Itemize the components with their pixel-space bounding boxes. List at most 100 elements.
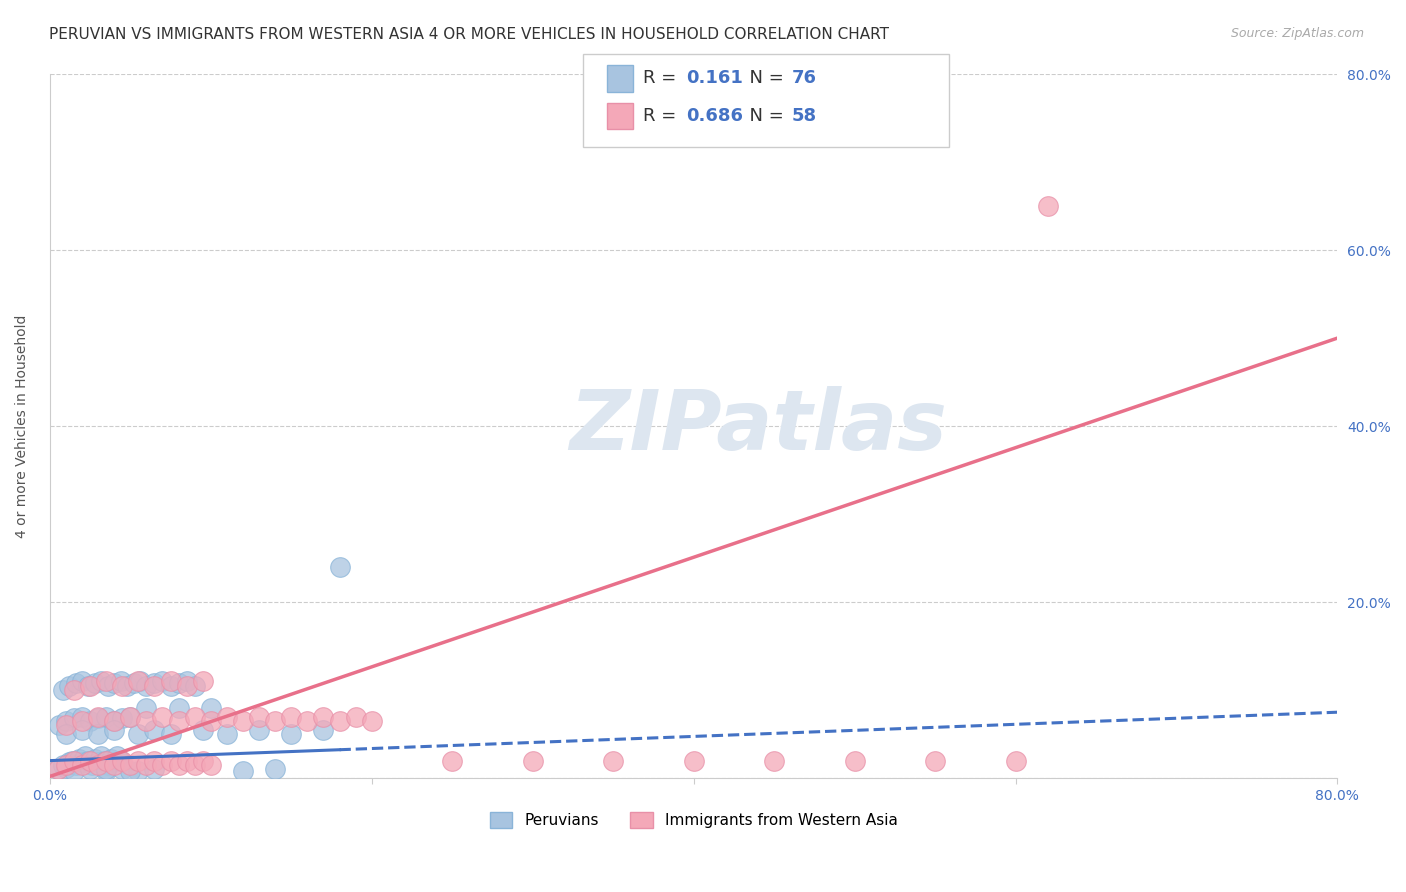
Text: 76: 76 [792,70,817,87]
Point [1036,199,1059,213]
Point [110,754,132,768]
Text: PERUVIAN VS IMMIGRANTS FROM WESTERN ASIA 4 OR MORE VEHICLES IN HOUSEHOLD CORRELA: PERUVIAN VS IMMIGRANTS FROM WESTERN ASIA… [49,27,889,42]
Point [143,723,166,737]
Point [183,679,205,693]
Point [75,749,97,764]
Point [70,723,93,737]
Point [844,754,866,768]
Text: N =: N = [738,70,790,87]
Point [200,714,222,728]
Point [65,676,87,690]
Point [328,714,350,728]
Point [79,679,101,693]
Point [103,723,125,737]
Point [63,754,86,768]
Point [65,758,87,772]
Text: 58: 58 [792,107,817,125]
Point [183,709,205,723]
Point [924,754,946,768]
Point [200,701,222,715]
Point [103,714,125,728]
Point [120,709,142,723]
Point [522,754,544,768]
Point [176,674,198,689]
Point [79,763,101,777]
Point [55,761,77,775]
Point [159,674,181,689]
Point [87,756,110,770]
Point [344,709,367,723]
Point [441,754,464,768]
Point [122,676,145,690]
Point [58,756,80,770]
Point [135,701,157,715]
Point [70,714,93,728]
Point [55,727,77,741]
Point [159,727,181,741]
Point [103,714,125,728]
Point [264,714,287,728]
Point [77,754,100,768]
Point [111,754,134,768]
Point [191,674,214,689]
Text: R =: R = [643,70,682,87]
Point [111,763,134,777]
Point [215,709,238,723]
Point [167,676,190,690]
Y-axis label: 4 or more Vehicles in Household: 4 or more Vehicles in Household [15,315,30,538]
Point [120,709,142,723]
Point [135,758,157,772]
Text: R =: R = [643,107,682,125]
Point [191,723,214,737]
Point [183,758,205,772]
Point [167,701,190,715]
Point [80,758,103,772]
Point [115,679,138,693]
Point [87,727,110,741]
Point [110,674,132,689]
Point [90,674,112,689]
Point [96,754,118,768]
Point [232,714,254,728]
Point [87,711,110,725]
Point [200,758,222,772]
Point [67,752,90,766]
Point [70,674,93,689]
Point [152,758,174,772]
Point [55,758,77,772]
Point [111,711,134,725]
Point [129,674,152,689]
Point [280,727,302,741]
Point [83,676,105,690]
Point [87,709,110,723]
Point [143,754,166,768]
Point [167,714,190,728]
Point [97,758,120,772]
Point [55,714,77,728]
Point [135,679,157,693]
Point [280,709,302,723]
Point [763,754,786,768]
Point [143,676,166,690]
Point [127,764,149,779]
Point [96,763,118,777]
Point [58,679,80,693]
Point [152,674,174,689]
Point [60,754,83,768]
Point [63,711,86,725]
Point [52,758,75,772]
Point [297,714,319,728]
Point [215,727,238,741]
Point [159,754,181,768]
Point [127,754,149,768]
Point [127,727,149,741]
Point [1004,754,1026,768]
Point [191,754,214,768]
Point [143,679,166,693]
Point [602,754,624,768]
Point [97,679,120,693]
Point [232,764,254,779]
Text: ZIPatlas: ZIPatlas [569,385,946,467]
Text: N =: N = [738,107,790,125]
Point [93,754,115,768]
